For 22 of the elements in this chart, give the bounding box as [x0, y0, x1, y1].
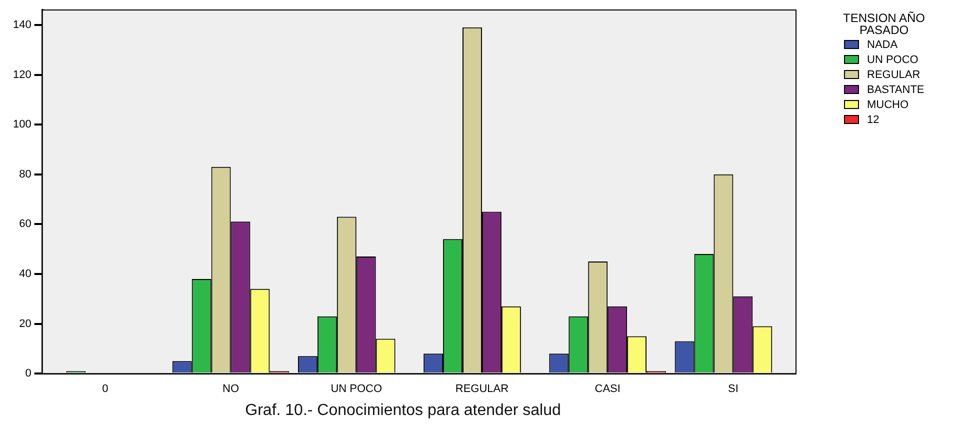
y-tick-label: 140 — [12, 18, 32, 31]
y-tick-label: 80 — [19, 168, 32, 180]
y-tick-label: 100 — [12, 118, 32, 131]
y-tick-label: 120 — [12, 68, 32, 81]
x-tick-label: REGULAR — [455, 383, 509, 396]
x-tick-label: SI — [728, 383, 738, 396]
x-tick-label: 0 — [102, 383, 108, 396]
y-tick-label: 0 — [25, 368, 32, 380]
legend-label: MUCHO — [867, 98, 909, 110]
y-tick-label: 20 — [19, 318, 32, 330]
text: Graf. 10.- Conocimientos para atender salud — [245, 402, 561, 419]
x-tick-label: NO — [222, 383, 240, 396]
legend-label: 12 — [867, 114, 880, 126]
y-tick-label: 40 — [19, 268, 32, 280]
legend-title: TENSION AÑO PASADO — [842, 11, 926, 37]
legend-label: BASTANTE — [867, 84, 924, 96]
legend-label: NADA — [867, 38, 898, 50]
legend-label: REGULAR — [867, 68, 920, 80]
x-tick-label: CASI — [594, 383, 620, 396]
legend-label: UN POCO — [867, 54, 918, 66]
x-tick-label: UN POCO — [330, 383, 382, 396]
y-tick-label: 60 — [19, 218, 32, 230]
